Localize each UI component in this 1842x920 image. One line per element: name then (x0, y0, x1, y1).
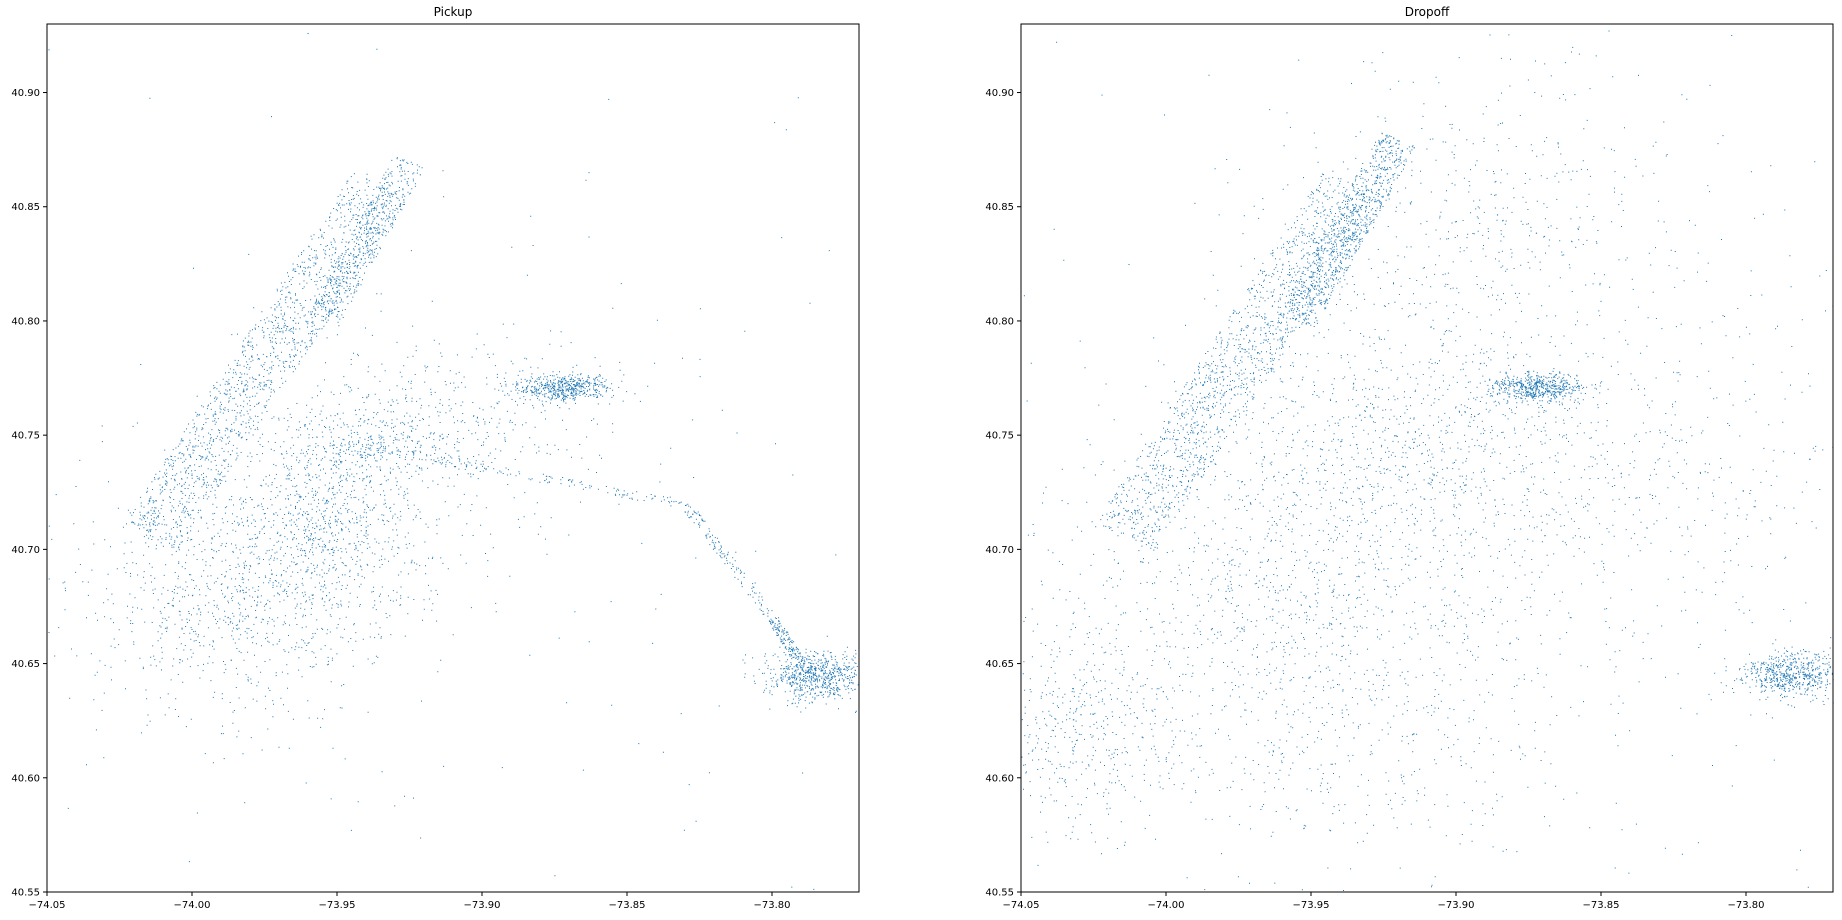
pickup-y-tick-label: 40.85 (11, 202, 40, 213)
dropoff-y-tick-label: 40.80 (985, 316, 1014, 327)
dropoff-title: Dropoff (1405, 5, 1450, 19)
dropoff-y-ticks: 40.55 40.60 40.65 40.70 40.75 40.80 40.85 40.90 (985, 88, 1021, 899)
pickup-y-ticks: 40.55 40.60 40.65 40.70 40.75 40.80 40.85 40.90 (11, 88, 47, 899)
pickup-scatter-series (48, 33, 860, 890)
pickup-title: Pickup (434, 5, 473, 19)
pickup-x-tick-label: −73.80 (753, 900, 790, 911)
dropoff-x-tick-label: −73.90 (1437, 900, 1474, 911)
dropoff-y-tick-label: 40.90 (985, 88, 1014, 99)
pickup-y-tick-label: 40.60 (11, 773, 40, 784)
dropoff-x-tick-label: −73.80 (1727, 900, 1764, 911)
pickup-scatter-points (48, 33, 860, 890)
pickup-x-tick-label: −74.00 (173, 900, 210, 911)
dropoff-y-tick-label: 40.60 (985, 773, 1014, 784)
pickup-x-tick-label: −73.85 (608, 900, 645, 911)
dropoff-x-ticks: −74.05 −74.00 −73.95 −73.90 −73.85 −73.80 (1002, 892, 1765, 911)
dropoff-x-tick-label: −74.05 (1002, 900, 1039, 911)
pickup-x-ticks: −74.05 −74.00 −73.95 −73.90 −73.85 −73.80 (28, 892, 791, 911)
dropoff-axes-frame (1020, 23, 1834, 893)
pickup-y-tick-label: 40.90 (11, 88, 40, 99)
pickup-y-tick-label: 40.70 (11, 545, 40, 556)
pickup-x-tick-label: −73.90 (463, 900, 500, 911)
dropoff-y-tick-label: 40.75 (985, 431, 1014, 442)
dropoff-y-tick-label: 40.65 (985, 659, 1014, 670)
pickup-y-tick-label: 40.55 (11, 888, 40, 899)
pickup-x-tick-label: −73.95 (318, 900, 355, 911)
pickup-x-tick-label: −74.05 (28, 900, 65, 911)
pickup-y-tick-label: 40.75 (11, 431, 40, 442)
dropoff-panel: Dropoff −74.05 −74.00 −73.95 −73.90 −73.85 −7… (985, 5, 1834, 911)
dropoff-x-tick-label: −73.95 (1292, 900, 1329, 911)
dropoff-x-tick-label: −73.85 (1582, 900, 1619, 911)
dropoff-y-tick-label: 40.70 (985, 545, 1014, 556)
dropoff-y-tick-label: 40.85 (985, 202, 1014, 213)
pickup-y-tick-label: 40.65 (11, 659, 40, 670)
dropoff-x-tick-label: −74.00 (1147, 900, 1184, 911)
dropoff-y-tick-label: 40.55 (985, 888, 1014, 899)
pickup-axes-frame (46, 23, 860, 893)
pickup-panel: Pickup −74.05 −74.00 −73.95 −73.90 −73.85 −73… (11, 5, 860, 911)
pickup-y-tick-label: 40.80 (11, 316, 40, 327)
